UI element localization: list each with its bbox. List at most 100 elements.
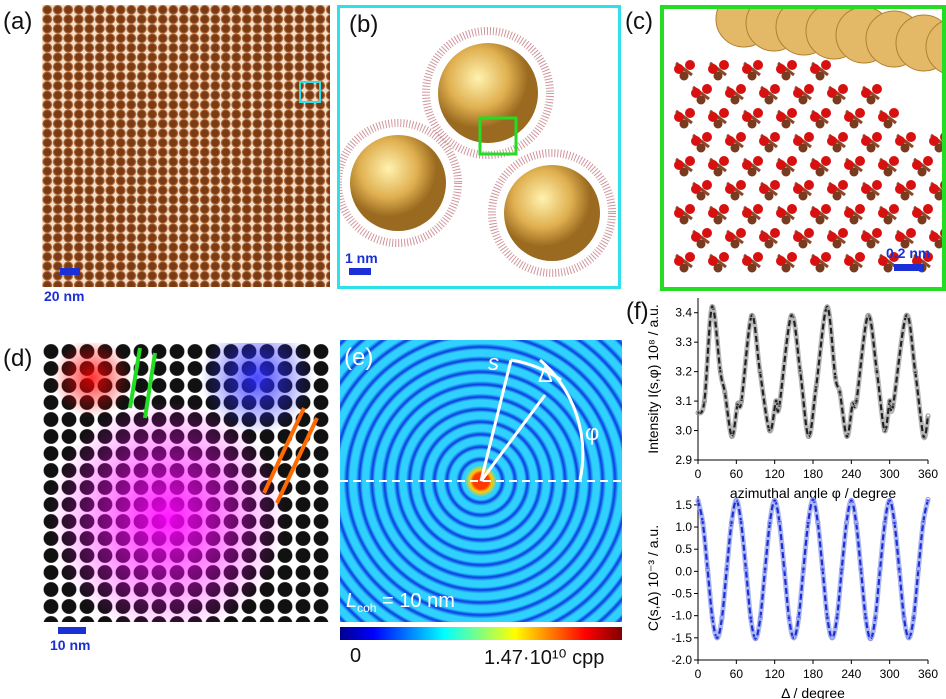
delta-label: Δ xyxy=(538,362,553,387)
oxygen-atom xyxy=(742,208,752,218)
carbon-atom xyxy=(849,119,859,129)
data-point xyxy=(832,375,838,381)
data-point xyxy=(749,313,755,319)
panel-e-diffraction-pattern: s Δ φ (e) Lcoh = 10 nm xyxy=(340,340,622,622)
carbon-atom xyxy=(900,143,910,153)
data-point xyxy=(848,497,854,503)
oxygen-atom xyxy=(753,252,763,262)
data-point xyxy=(824,615,830,621)
carbon-atom xyxy=(713,215,723,225)
colorbar-min: 0 xyxy=(350,645,362,667)
data-point xyxy=(776,404,782,410)
data-point xyxy=(901,615,907,621)
gold-atom xyxy=(925,21,942,73)
oxygen-atom xyxy=(776,160,786,170)
oxygen-atom xyxy=(787,60,797,70)
oxygen-atom xyxy=(691,136,701,146)
cyan-zoom-box xyxy=(299,81,321,103)
carbon-atom xyxy=(730,239,740,249)
panel-d-superlattice-schematic xyxy=(42,343,330,622)
data-point xyxy=(834,615,840,621)
data-point xyxy=(906,635,912,641)
data-point xyxy=(767,520,773,526)
oxygen-atom xyxy=(821,204,831,214)
green-zoom-box xyxy=(478,116,518,156)
carbon-atom xyxy=(713,71,723,81)
x-tick-label: 0 xyxy=(695,667,702,681)
oxygen-atom xyxy=(827,232,837,242)
carbon-atom xyxy=(934,191,942,201)
carbon-atom xyxy=(696,191,706,201)
data-point xyxy=(722,389,728,395)
carbon-atom xyxy=(747,119,757,129)
oxygen-atom xyxy=(719,252,729,262)
oxygen-atom xyxy=(844,160,854,170)
scale-bar-b xyxy=(349,268,371,275)
data-point xyxy=(695,497,701,503)
carbon-atom xyxy=(781,167,791,177)
carbon-atom xyxy=(849,215,859,225)
panel-b-label: (b) xyxy=(349,11,379,38)
panel-a-label: (a) xyxy=(3,8,33,35)
oxygen-atom xyxy=(889,204,899,214)
x-tick-label: 60 xyxy=(730,467,744,481)
data-point xyxy=(839,566,845,572)
oxygen-atom xyxy=(872,180,882,190)
carbon-atom xyxy=(883,215,893,225)
data-point xyxy=(773,398,779,404)
oxygen-atom xyxy=(776,208,786,218)
phi-label: φ xyxy=(585,420,599,445)
oxygen-atom xyxy=(861,136,871,146)
oxygen-atom xyxy=(923,252,933,262)
data-point xyxy=(882,520,888,526)
y-tick-label: -1.0 xyxy=(671,609,692,623)
data-point xyxy=(810,497,816,503)
oxygen-atom xyxy=(804,180,814,190)
carbon-atom xyxy=(798,95,808,105)
data-point xyxy=(738,398,744,404)
carbon-atom xyxy=(764,191,774,201)
nanocrystal xyxy=(504,165,600,261)
carbon-atom xyxy=(730,95,740,105)
oxygen-atom xyxy=(940,181,942,189)
oxygen-atom xyxy=(861,184,871,194)
x-tick-label: 120 xyxy=(765,467,785,481)
oxygen-atom xyxy=(929,232,939,242)
y-tick-label: 3.0 xyxy=(675,424,692,438)
oxygen-atom xyxy=(878,160,888,170)
data-point xyxy=(719,615,725,621)
oxygen-atom xyxy=(770,84,780,94)
carbon-atom xyxy=(917,215,927,225)
oxygen-atom xyxy=(793,184,803,194)
carbon-atom xyxy=(679,263,689,273)
y-tick-label: 2.9 xyxy=(675,453,692,467)
data-point xyxy=(815,520,821,526)
y-tick-label: 1.0 xyxy=(675,520,692,534)
y-tick-label: 3.3 xyxy=(675,335,692,349)
data-point xyxy=(824,304,830,310)
data-point xyxy=(753,636,758,642)
oxygen-atom xyxy=(821,156,831,166)
oxygen-atom xyxy=(702,132,712,142)
oxygen-atom xyxy=(793,88,803,98)
oxygen-atom xyxy=(821,252,831,262)
oxygen-atom xyxy=(844,112,854,122)
carbon-atom xyxy=(832,191,842,201)
carbon-atom xyxy=(747,71,757,81)
oxygen-atom xyxy=(878,208,888,218)
panel-b-nanocrystals: (b) 1 nm xyxy=(337,5,621,289)
data-point xyxy=(882,428,888,434)
scale-bar-a xyxy=(60,268,80,275)
data-point xyxy=(800,566,806,572)
data-point xyxy=(805,520,811,526)
carbon-atom xyxy=(781,263,791,273)
data-point xyxy=(863,615,869,621)
oxygen-atom xyxy=(674,208,684,218)
carbon-atom xyxy=(798,239,808,249)
oxygen-atom xyxy=(827,184,837,194)
oxygen-atom xyxy=(804,228,814,238)
oxygen-atom xyxy=(770,132,780,142)
data-point xyxy=(868,636,873,642)
fit-line xyxy=(696,498,930,640)
data-point xyxy=(714,635,720,641)
